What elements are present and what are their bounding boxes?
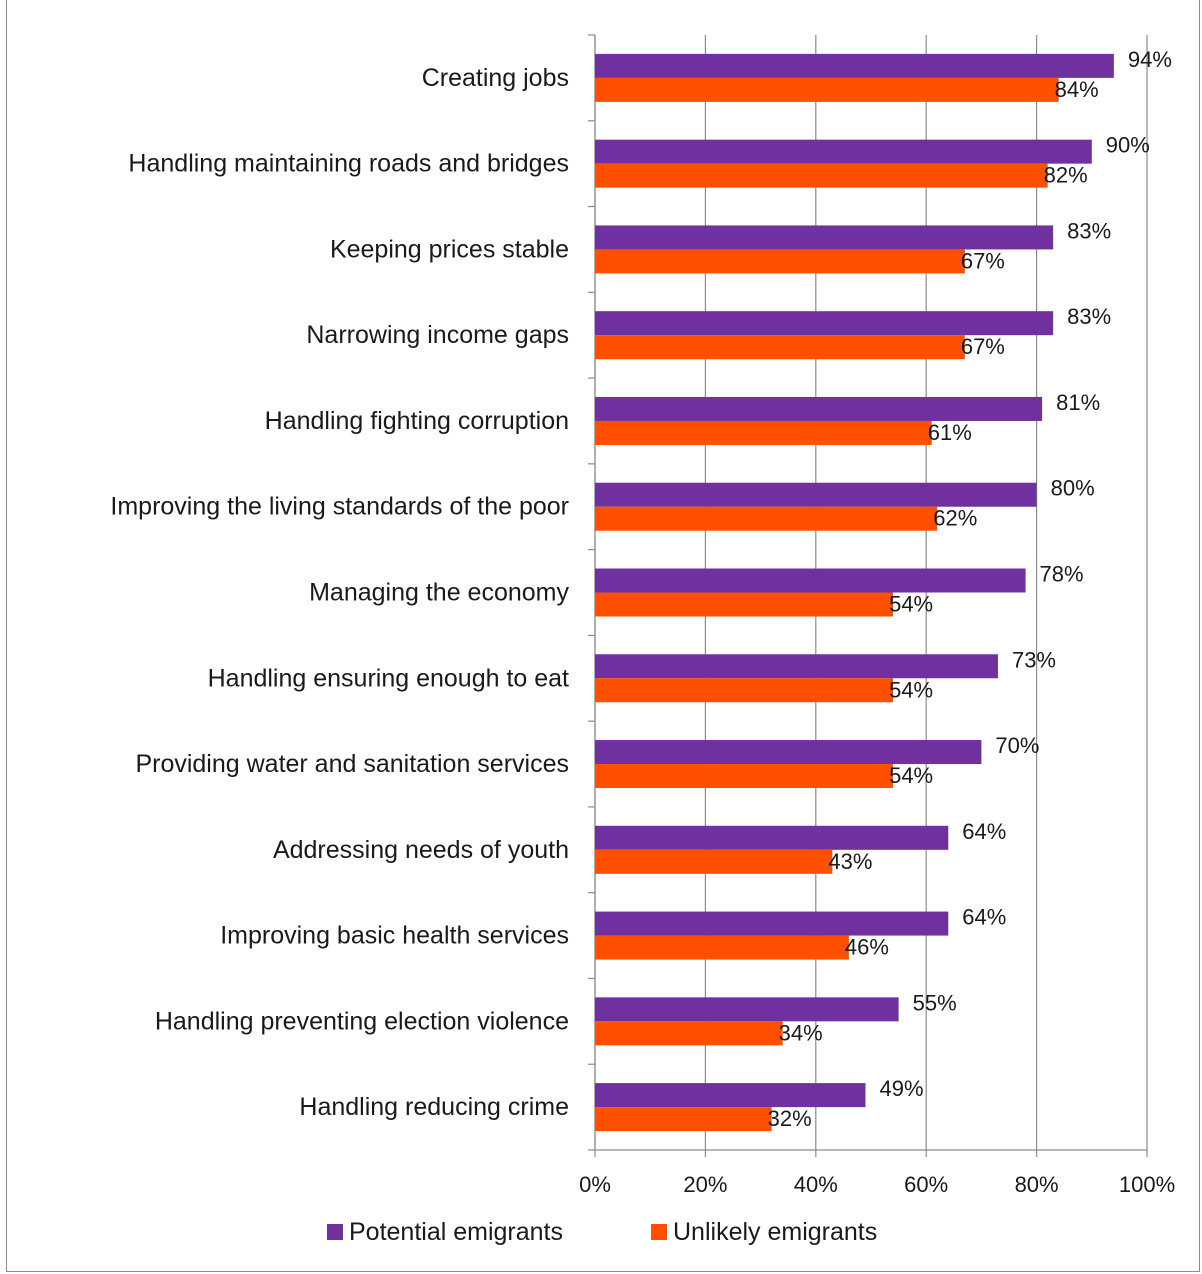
bar-potential	[595, 311, 1054, 336]
bar-unlikely	[595, 420, 932, 445]
category-label: Creating jobs	[422, 64, 569, 92]
data-label: 61%	[928, 420, 972, 445]
bar-unlikely	[595, 163, 1048, 188]
data-label: 94%	[1128, 47, 1172, 72]
bar-unlikely	[595, 1021, 783, 1046]
data-label: 83%	[1067, 218, 1111, 243]
category-label: Addressing needs of youth	[273, 836, 569, 864]
bar-unlikely	[595, 249, 965, 274]
x-tick-labels: 0% 20% 40% 60% 80% 100%	[579, 1172, 1175, 1197]
bars	[595, 53, 1114, 1132]
bar-potential	[595, 53, 1114, 78]
x-tick-label: 80%	[1015, 1172, 1059, 1197]
x-tick-label: 40%	[794, 1172, 838, 1197]
legend-swatch	[327, 1224, 343, 1240]
legend-label: Unlikely emigrants	[673, 1218, 877, 1246]
bar-potential	[595, 225, 1054, 250]
data-label: 81%	[1056, 390, 1100, 415]
data-label: 46%	[845, 935, 889, 960]
data-label: 64%	[962, 905, 1006, 930]
bar-unlikely	[595, 506, 938, 531]
data-label: 32%	[768, 1106, 812, 1131]
bar-unlikely	[595, 592, 894, 617]
data-label: 34%	[779, 1020, 823, 1045]
category-label: Handling reducing crime	[299, 1093, 569, 1121]
data-label: 73%	[1012, 647, 1056, 672]
data-label: 84%	[1055, 77, 1099, 102]
category-label: Managing the economy	[309, 579, 569, 607]
data-label: 54%	[889, 592, 933, 617]
data-label: 90%	[1106, 133, 1150, 158]
bar-potential	[595, 139, 1092, 164]
category-label: Keeping prices stable	[330, 235, 569, 263]
bar-unlikely	[595, 335, 965, 360]
bar-unlikely	[595, 849, 833, 874]
bar-unlikely	[595, 77, 1059, 102]
legend-label: Potential emigrants	[349, 1218, 563, 1246]
category-label: Handling maintaining roads and bridges	[128, 150, 569, 178]
bar-potential	[595, 825, 949, 850]
x-tick-label: 60%	[904, 1172, 948, 1197]
category-label: Improving basic health services	[220, 922, 569, 950]
bar-unlikely	[595, 678, 894, 703]
category-label: Handling preventing election violence	[155, 1007, 569, 1035]
data-label: 62%	[933, 506, 977, 531]
data-label: 43%	[828, 849, 872, 874]
bar-potential	[595, 1083, 866, 1108]
data-label: 49%	[879, 1076, 923, 1101]
data-label: 67%	[961, 334, 1005, 359]
category-label: Handling ensuring enough to eat	[208, 664, 569, 692]
data-label: 64%	[962, 819, 1006, 844]
data-label: 55%	[913, 990, 957, 1015]
category-label: Providing water and sanitation services	[135, 750, 569, 778]
data-label: 80%	[1051, 476, 1095, 501]
category-label: Handling fighting corruption	[265, 407, 569, 435]
data-label: 70%	[995, 733, 1039, 758]
bar-potential	[595, 568, 1026, 593]
data-label: 54%	[889, 677, 933, 702]
bar-potential	[595, 654, 998, 679]
data-label: 54%	[889, 763, 933, 788]
bar-unlikely	[595, 764, 894, 789]
category-labels: Creating jobs Handling maintaining roads …	[110, 64, 569, 1121]
bar-chart: 94% 84% 90% 82% 83% 67% 83% 67% 81% 61% 80% 62% 78% 5…	[110, 34, 1175, 1246]
bar-potential	[595, 740, 982, 765]
legend-swatch	[651, 1224, 667, 1240]
bar-potential	[595, 997, 899, 1022]
bar-unlikely	[595, 1107, 772, 1132]
category-label: Improving the living standards of the po…	[110, 493, 569, 521]
data-label: 78%	[1040, 562, 1084, 587]
chart-frame: 94% 84% 90% 82% 83% 67% 83% 67% 81% 61% 80% 62% 78% 5…	[6, 0, 1200, 1272]
bar-potential	[595, 482, 1037, 507]
x-tick-label: 0%	[579, 1172, 611, 1197]
bar-potential	[595, 911, 949, 936]
legend: Potential emigrants Unlikely emigrants	[327, 1218, 877, 1246]
category-label: Narrowing income gaps	[306, 321, 569, 349]
x-tick-label: 20%	[683, 1172, 727, 1197]
data-labels: 94% 84% 90% 82% 83% 67% 83% 67% 81% 61% 80% 62% 78% 5…	[768, 47, 1172, 1131]
bar-potential	[595, 396, 1043, 421]
data-label: 82%	[1044, 163, 1088, 188]
x-tick-label: 100%	[1119, 1172, 1175, 1197]
data-label: 83%	[1067, 304, 1111, 329]
bar-unlikely	[595, 935, 849, 960]
data-label: 67%	[961, 248, 1005, 273]
